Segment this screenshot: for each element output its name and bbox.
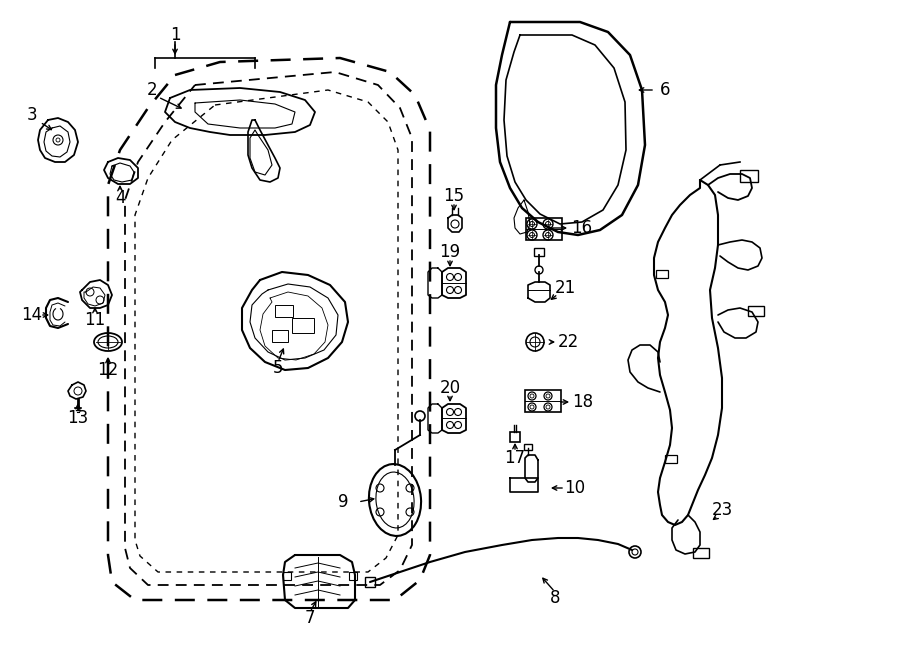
Text: 6: 6: [660, 81, 670, 99]
Bar: [665, 455, 677, 463]
Bar: [525, 390, 561, 412]
Text: 13: 13: [68, 409, 88, 427]
Text: 21: 21: [554, 279, 576, 297]
Bar: [510, 432, 520, 442]
Text: 17: 17: [504, 449, 526, 467]
Text: 11: 11: [85, 311, 105, 329]
Bar: [272, 330, 288, 342]
Text: 14: 14: [22, 306, 42, 324]
Bar: [524, 444, 532, 450]
Bar: [534, 248, 544, 256]
Bar: [292, 318, 314, 333]
Text: 12: 12: [97, 361, 119, 379]
Text: 22: 22: [557, 333, 579, 351]
Bar: [656, 270, 668, 278]
Text: 16: 16: [572, 219, 592, 237]
Text: 18: 18: [572, 393, 594, 411]
Text: 10: 10: [564, 479, 586, 497]
Bar: [275, 305, 293, 317]
Bar: [740, 170, 758, 182]
Text: 15: 15: [444, 187, 464, 205]
Text: 23: 23: [711, 501, 733, 519]
Text: 3: 3: [27, 106, 37, 124]
Bar: [365, 577, 375, 587]
Bar: [283, 572, 291, 580]
Text: 2: 2: [147, 81, 158, 99]
Bar: [748, 306, 764, 316]
Text: 20: 20: [439, 379, 461, 397]
Text: 4: 4: [115, 189, 125, 207]
Bar: [693, 548, 709, 558]
Text: 1: 1: [170, 26, 180, 44]
Text: 8: 8: [550, 589, 560, 607]
Bar: [349, 572, 357, 580]
Bar: [526, 218, 562, 240]
Text: 5: 5: [273, 359, 284, 377]
Text: 9: 9: [338, 493, 348, 511]
Text: 19: 19: [439, 243, 461, 261]
Text: 7: 7: [305, 609, 315, 627]
